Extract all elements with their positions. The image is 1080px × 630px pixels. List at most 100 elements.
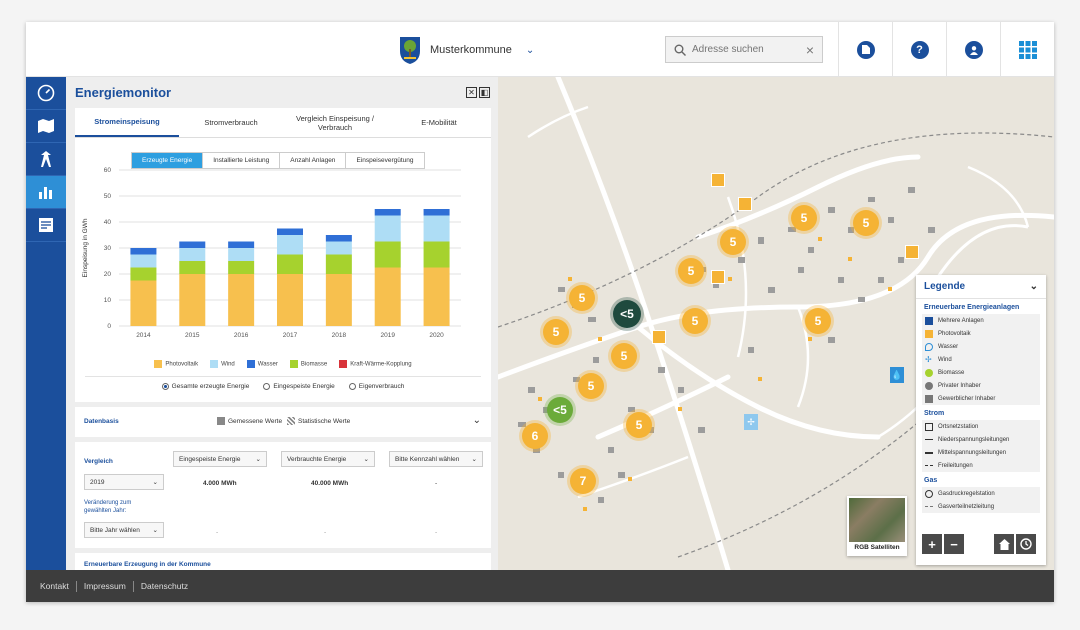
tab-vergleich[interactable]: Vergleich Einspeisung / Verbrauch bbox=[296, 113, 374, 132]
legend-section-title: Gas bbox=[924, 477, 938, 484]
user-icon bbox=[964, 40, 983, 59]
sidebar-item-reports[interactable] bbox=[26, 209, 66, 242]
bar-segment bbox=[423, 241, 450, 268]
collapse-panel-icon[interactable]: ◧ bbox=[479, 87, 490, 98]
map-cluster[interactable]: 5 bbox=[569, 285, 595, 311]
map-cluster[interactable]: 5 bbox=[853, 210, 879, 236]
water-marker-icon[interactable]: 💧 bbox=[890, 367, 904, 383]
bar-segment bbox=[277, 254, 303, 274]
clock-icon bbox=[1020, 538, 1032, 550]
satellite-toggle[interactable]: RGB Satelliten bbox=[847, 496, 907, 556]
close-panel-icon[interactable]: ✕ bbox=[466, 87, 477, 98]
municipality-switcher[interactable]: Musterkommune ⌄ bbox=[398, 34, 534, 66]
select-compare-year[interactable]: Bitte Jahr wählen ⌄ bbox=[84, 522, 164, 538]
tab-stromeinspeisung[interactable]: Stromeinspeisung bbox=[75, 108, 179, 137]
segment-anzahl-anlagen[interactable]: Anzahl Anlagen bbox=[280, 153, 347, 168]
pv-marker-icon[interactable] bbox=[652, 330, 666, 344]
map-cluster[interactable]: 5 bbox=[626, 412, 652, 438]
satellite-label: RGB Satelliten bbox=[854, 544, 900, 551]
x-tick-label: 2016 bbox=[234, 332, 249, 339]
zoom-in-button[interactable]: + bbox=[922, 534, 942, 554]
y-tick-label: 30 bbox=[104, 245, 112, 252]
metric-selector: Erzeugte Energie Installierte Leistung A… bbox=[131, 152, 425, 169]
bar-segment bbox=[228, 261, 255, 274]
footer-link-kontakt[interactable]: Kontakt bbox=[40, 581, 69, 591]
bar-segment bbox=[423, 209, 450, 216]
clear-icon[interactable]: × bbox=[805, 41, 814, 58]
map-cluster[interactable]: 5 bbox=[578, 373, 604, 399]
x-tick-label: 2017 bbox=[283, 332, 298, 339]
power-tower-icon bbox=[41, 151, 51, 167]
select-kennzahl-3[interactable]: Bitte Kennzahl wählen ⌄ bbox=[389, 451, 483, 467]
vergleich-label: Vergleich bbox=[84, 458, 113, 465]
notes-icon bbox=[39, 218, 53, 232]
bar-segment bbox=[374, 215, 401, 242]
chart-card: Stromeinspeisung Stromverbrauch Vergleic… bbox=[75, 108, 491, 402]
pv-marker-icon[interactable] bbox=[738, 197, 752, 211]
legend-item-wasser: Wasser bbox=[246, 360, 278, 368]
search-input[interactable] bbox=[692, 44, 792, 55]
radio-eigenverbrauch[interactable]: Eigenverbrauch bbox=[348, 383, 404, 390]
datenbasis-label: Datenbasis bbox=[84, 418, 119, 425]
wind-marker-icon[interactable]: ✢ bbox=[744, 414, 758, 430]
legend-item: ✢ Wind bbox=[922, 353, 1040, 366]
chevron-down-icon[interactable]: ⌄ bbox=[525, 44, 535, 56]
document-icon bbox=[856, 40, 875, 59]
map-view[interactable]: 5 5 5 5 5 <5 5 5 5 5 5 <5 6 5 7 💧 ✢ RGB … bbox=[498, 77, 1054, 570]
select-kennzahl-1[interactable]: Eingespeiste Energie ⌄ bbox=[173, 451, 267, 467]
legend-item-wind: Wind bbox=[210, 360, 235, 368]
value-kennzahl-3: - bbox=[435, 480, 438, 487]
sidebar-item-map[interactable] bbox=[26, 110, 66, 143]
satellite-thumbnail bbox=[849, 498, 905, 542]
pv-marker-icon[interactable] bbox=[905, 245, 919, 259]
sidebar-item-dashboard[interactable] bbox=[26, 77, 66, 110]
map-cluster[interactable]: <5 bbox=[613, 300, 641, 328]
documents-button[interactable] bbox=[838, 22, 892, 77]
change-value-3: - bbox=[435, 529, 438, 536]
chevron-down-icon[interactable]: ⌄ bbox=[472, 415, 481, 426]
value-verbraucht: 40.000 MWh bbox=[311, 480, 349, 487]
pv-marker-icon[interactable] bbox=[711, 173, 725, 187]
erzeugung-card[interactable]: Erneuerbare Erzeugung in der Kommune bbox=[75, 553, 491, 570]
footer-link-datenschutz[interactable]: Datenschutz bbox=[140, 581, 189, 591]
map-cluster[interactable]: <5 bbox=[547, 397, 573, 423]
bar-segment bbox=[179, 274, 206, 326]
zoom-controls: + − bbox=[922, 534, 964, 554]
bar-segment bbox=[130, 280, 157, 326]
apps-button[interactable] bbox=[1000, 22, 1054, 77]
select-year[interactable]: 2019 ⌄ bbox=[84, 474, 164, 490]
help-button[interactable]: ? bbox=[892, 22, 946, 77]
map-cluster[interactable]: 5 bbox=[543, 319, 569, 345]
sidebar-item-statistics[interactable] bbox=[26, 176, 66, 209]
map-cluster[interactable]: 5 bbox=[720, 229, 746, 255]
bar-segment bbox=[277, 228, 303, 235]
map-cluster[interactable]: 7 bbox=[570, 468, 596, 494]
erzeugung-label: Erneuerbare Erzeugung in der Kommune bbox=[84, 561, 211, 568]
tab-stromverbrauch[interactable]: Stromverbrauch bbox=[204, 118, 258, 127]
map-cluster[interactable]: 5 bbox=[611, 343, 637, 369]
pv-marker-icon[interactable] bbox=[711, 270, 725, 284]
bar-segment bbox=[228, 241, 255, 248]
map-cluster[interactable]: 5 bbox=[805, 308, 831, 334]
home-button[interactable] bbox=[994, 534, 1014, 554]
bar-segment bbox=[374, 209, 401, 216]
radio-eingespeist[interactable]: Eingespeiste Energie bbox=[263, 383, 335, 390]
map-cluster[interactable]: 6 bbox=[522, 423, 548, 449]
segment-erzeugte-energie[interactable]: Erzeugte Energie bbox=[132, 153, 204, 168]
account-button[interactable] bbox=[946, 22, 1000, 77]
map-cluster[interactable]: 5 bbox=[791, 205, 817, 231]
map-cluster[interactable]: 5 bbox=[682, 308, 708, 334]
select-kennzahl-2[interactable]: Verbrauchte Energie ⌄ bbox=[281, 451, 375, 467]
chevron-down-icon[interactable]: ⌄ bbox=[1029, 281, 1038, 292]
tab-e-mobilitaet[interactable]: E-Mobilität bbox=[421, 118, 457, 127]
footer-link-impressum[interactable]: Impressum bbox=[83, 581, 126, 591]
datenbasis-card[interactable]: Datenbasis Gemessene Werte Statistische … bbox=[75, 407, 491, 437]
sidebar-item-grid[interactable] bbox=[26, 143, 66, 176]
radio-gesamt[interactable]: Gesamte erzeugte Energie bbox=[161, 383, 249, 390]
zoom-out-button[interactable]: − bbox=[944, 534, 964, 554]
app-window: Musterkommune ⌄ × ? bbox=[26, 22, 1054, 602]
map-cluster[interactable]: 5 bbox=[678, 258, 704, 284]
segment-installierte-leistung[interactable]: Installierte Leistung bbox=[203, 153, 281, 168]
segment-einspeiseverguetung[interactable]: Einspeisevergütung bbox=[356, 157, 414, 164]
history-button[interactable] bbox=[1016, 534, 1036, 554]
